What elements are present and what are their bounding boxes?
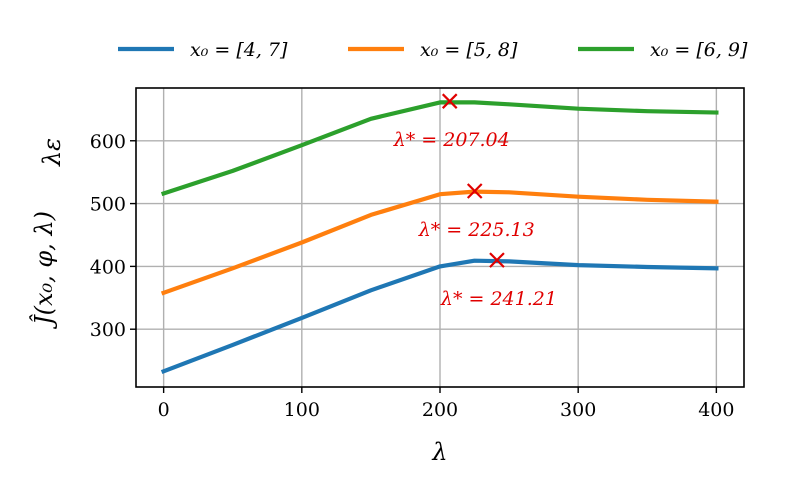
y-tick-label: 600 — [90, 131, 126, 153]
y-axis-secondary-label: λε — [38, 138, 66, 167]
legend-entry-0: x₀ = [4, 7] — [118, 39, 288, 61]
series-lines — [160, 100, 719, 375]
optimum-label-0: λ* = 207.04 — [393, 129, 510, 151]
x-tick-label: 0 — [158, 399, 170, 421]
x-tick-label: 100 — [284, 399, 320, 421]
series-line-2 — [160, 100, 719, 197]
legend-entry-1: x₀ = [5, 8] — [348, 39, 518, 61]
x-tick-label: 400 — [698, 399, 734, 421]
y-tick-label: 400 — [90, 256, 126, 278]
series-line-0 — [160, 258, 719, 375]
optimum-markers: λ* = 207.04 λ* = 225.13 λ* = 241.21 — [393, 93, 557, 310]
axis-ticks: 0 100 200 300 400 300 400 500 600 — [90, 131, 735, 421]
y-axis-label: Ĵ(x₀, φ, λ) — [29, 211, 58, 330]
optimum-label-1: λ* = 225.13 — [418, 219, 535, 241]
series-line-1 — [160, 189, 719, 296]
legend: x₀ = [4, 7] x₀ = [5, 8] x₀ = [6, 9] — [118, 39, 748, 61]
optimum-marker-0 — [441, 93, 458, 109]
optimum-marker-2 — [489, 252, 505, 268]
legend-label: x₀ = [6, 9] — [650, 39, 748, 61]
optimum-marker-1 — [466, 183, 483, 199]
legend-label: x₀ = [4, 7] — [190, 39, 288, 61]
optimum-label-2: λ* = 241.21 — [440, 288, 557, 310]
legend-entry-2: x₀ = [6, 9] — [578, 39, 748, 61]
y-tick-label: 500 — [90, 194, 126, 216]
x-axis-label: λ — [431, 438, 447, 466]
x-tick-label: 300 — [560, 399, 596, 421]
y-tick-label: 300 — [90, 319, 126, 341]
legend-label: x₀ = [5, 8] — [420, 39, 518, 61]
x-tick-label: 200 — [422, 399, 458, 421]
